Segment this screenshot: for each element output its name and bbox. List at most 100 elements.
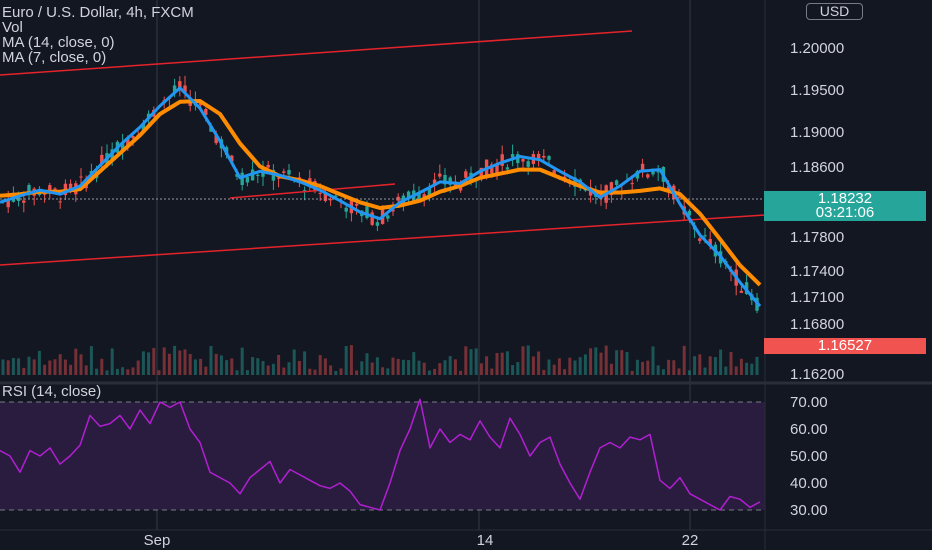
rsi-tick-label: 50.00	[790, 448, 828, 465]
volume-bar	[412, 352, 416, 375]
volume-bar	[365, 353, 369, 375]
candle-down	[276, 176, 281, 188]
volume-bar	[89, 346, 93, 375]
volume-bar	[573, 360, 577, 375]
volume-bar	[162, 347, 166, 375]
volume-bar	[656, 365, 660, 375]
volume-bar	[183, 349, 187, 375]
volume-bar	[355, 370, 359, 375]
volume-bar	[521, 346, 525, 375]
price-tick-label: 1.16200	[790, 366, 844, 383]
candle-up	[510, 144, 515, 167]
volume-bar	[230, 358, 234, 375]
volume-bar	[188, 354, 192, 375]
volume-bar	[381, 367, 385, 375]
volume-bar	[604, 345, 608, 375]
legend-ma14[interactable]: MA (14, close, 0)	[2, 34, 115, 51]
rsi-line	[0, 398, 761, 511]
volume-bar	[443, 360, 447, 375]
volume-bar	[724, 366, 728, 375]
volume-bar	[282, 367, 286, 375]
volume-bar	[651, 346, 655, 375]
volume-bar	[427, 370, 431, 375]
volume-bar	[245, 370, 249, 375]
volume-bar	[360, 361, 364, 375]
candle-up	[120, 133, 125, 160]
volume-bar	[318, 355, 322, 375]
volume-bar	[219, 355, 223, 375]
volume-bar	[677, 368, 681, 375]
legend-vol[interactable]: Vol	[2, 19, 23, 36]
volume-bar	[297, 361, 301, 375]
candle-up	[526, 158, 530, 175]
volume-bars	[1, 345, 759, 375]
volume-bar	[703, 367, 707, 375]
volume-bar	[448, 356, 452, 375]
volume-bar	[729, 351, 733, 375]
volume-bar	[542, 369, 546, 375]
legend-symbol[interactable]: Euro / U.S. Dollar, 4h, FXCM	[2, 4, 194, 21]
volume-bar	[251, 357, 255, 375]
volume-bar	[516, 362, 520, 375]
volume-bar	[261, 361, 265, 375]
volume-bar	[391, 357, 395, 375]
volume-bar	[609, 363, 613, 375]
volume-bar	[303, 351, 307, 375]
volume-bar	[599, 352, 603, 375]
legend-rsi[interactable]: RSI (14, close)	[2, 383, 102, 400]
volume-bar	[750, 363, 754, 375]
volume-bar	[27, 356, 31, 375]
candle-down	[640, 158, 645, 178]
candle-up	[614, 179, 619, 188]
volume-bar	[396, 358, 400, 375]
trendline-short	[229, 183, 396, 199]
volume-bar	[209, 346, 213, 375]
rsi-tick-label: 40.00	[790, 475, 828, 492]
volume-bar	[469, 349, 473, 375]
volume-bar	[63, 359, 67, 375]
volume-bar	[256, 358, 260, 375]
rsi-tick-label: 60.00	[790, 421, 828, 438]
price-tick-label: 1.18600	[790, 159, 844, 176]
volume-bar	[531, 356, 535, 375]
price-tag-current: 1.18232	[764, 191, 926, 207]
price-tick-label: 1.19500	[790, 82, 844, 99]
volume-bar	[199, 358, 203, 375]
volume-bar	[594, 347, 598, 375]
currency-button[interactable]: USD	[806, 3, 863, 20]
volume-bar	[433, 368, 437, 375]
volume-bar	[121, 367, 125, 375]
volume-bar	[417, 360, 421, 375]
price-tick-label: 1.19000	[790, 124, 844, 141]
volume-bar	[589, 348, 593, 375]
volume-bar	[625, 351, 629, 375]
volume-bar	[6, 360, 10, 375]
volume-bar	[407, 360, 411, 375]
time-axis-ticks: Sep 14 22	[144, 532, 699, 549]
volume-bar	[126, 369, 130, 375]
volume-bar	[22, 367, 26, 375]
ma14-line	[0, 99, 762, 287]
volume-bar	[214, 353, 218, 375]
volume-bar	[511, 365, 515, 375]
volume-bar	[615, 350, 619, 375]
trendline-lower	[0, 214, 766, 266]
rsi-axis-ticks: 70.00 60.00 50.00 40.00 30.00	[790, 394, 828, 519]
volume-bar	[329, 365, 333, 375]
candle-up	[256, 172, 260, 184]
volume-bar	[115, 368, 119, 375]
grid-lines	[0, 0, 932, 531]
countdown-tag: 03:21:06	[764, 205, 926, 221]
volume-bar	[193, 359, 197, 375]
volume-bar	[17, 358, 21, 375]
volume-bar	[630, 370, 634, 375]
volume-bar	[500, 352, 504, 375]
volume-bar	[583, 354, 587, 375]
volume-bar	[745, 362, 749, 375]
volume-bar	[687, 370, 691, 375]
legend-ma7[interactable]: MA (7, close, 0)	[2, 49, 107, 66]
volume-bar	[11, 358, 15, 375]
candle-up	[656, 165, 660, 181]
rsi-band	[0, 402, 765, 510]
